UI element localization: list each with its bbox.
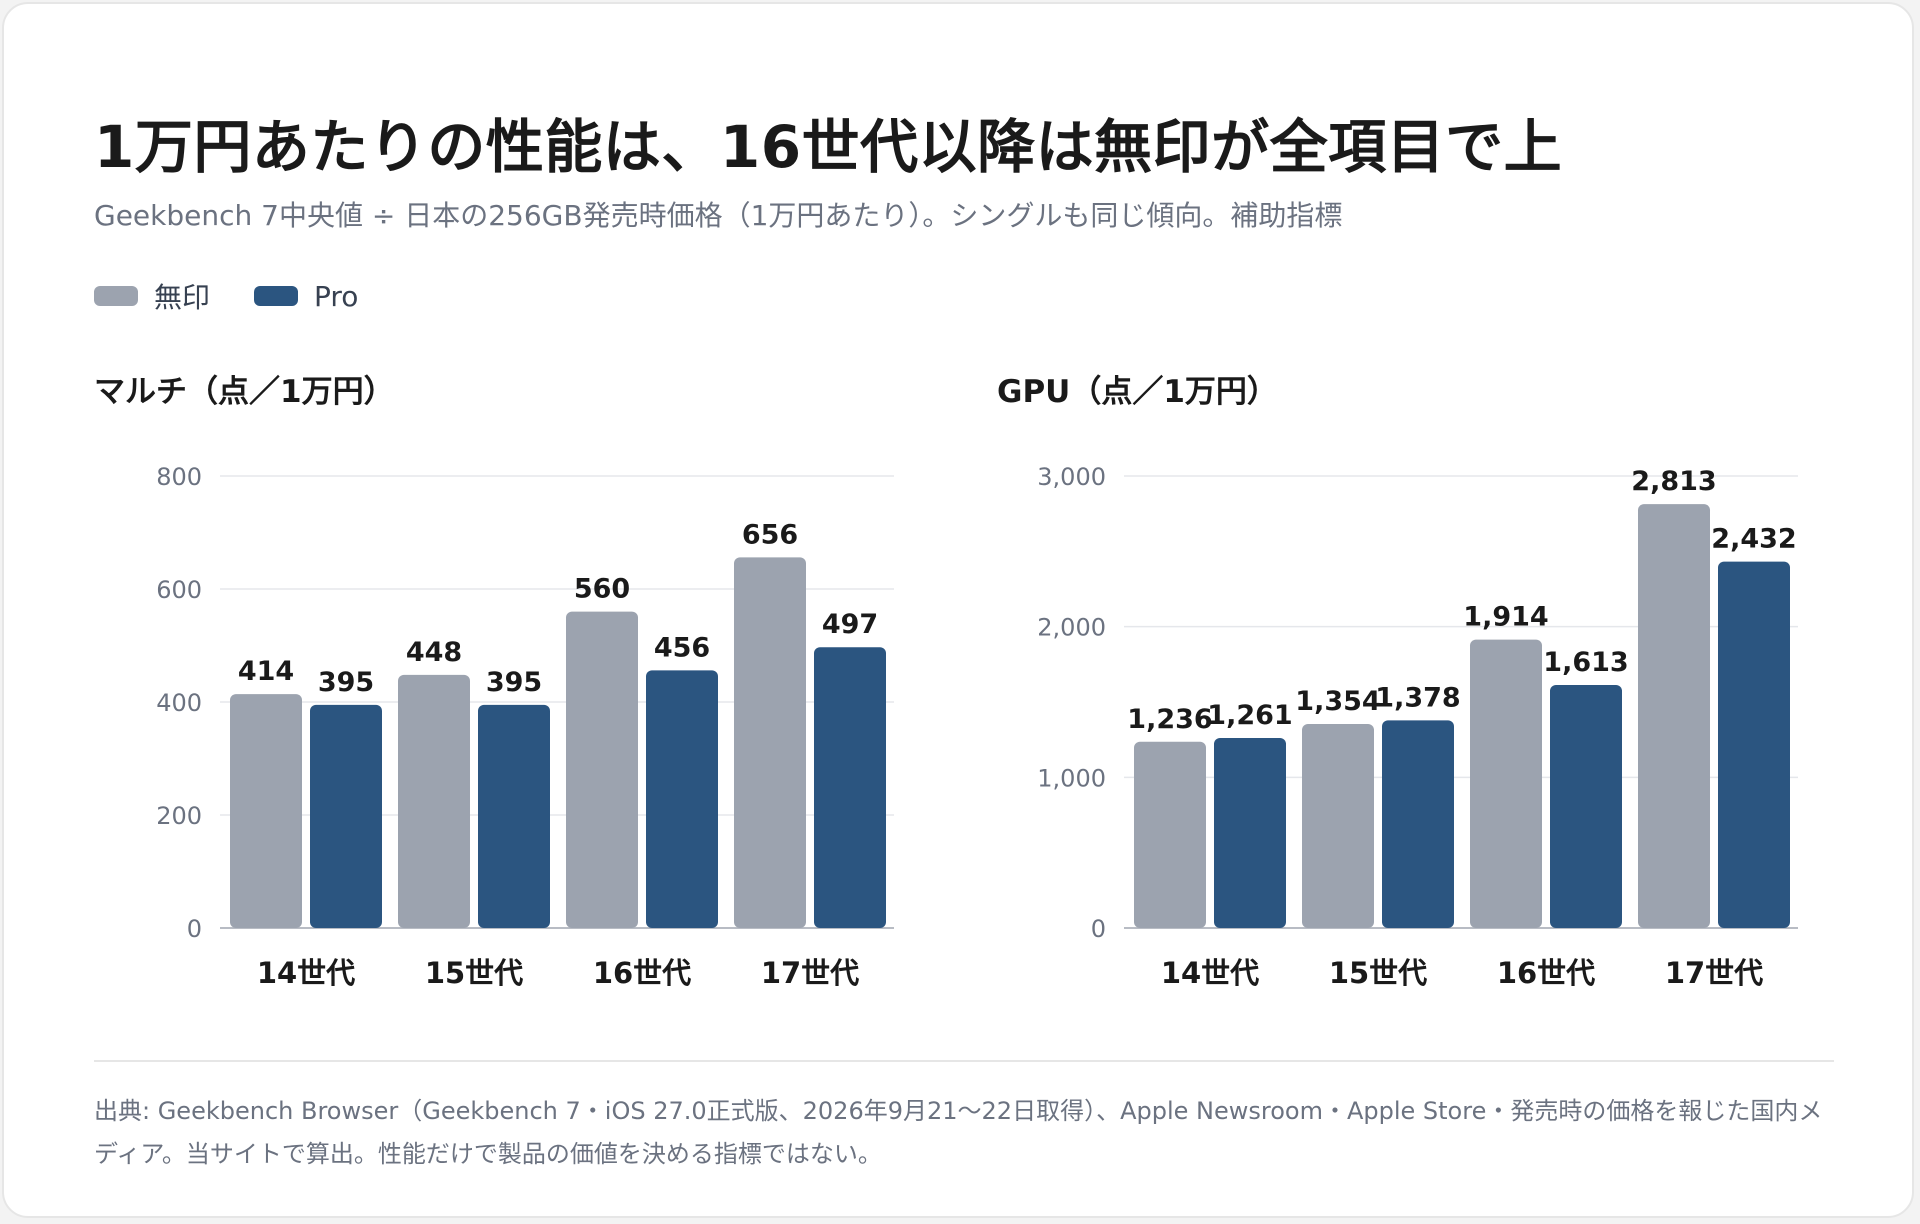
- data-label: 656: [742, 519, 798, 550]
- multi-core-bar-chart: 0 200 400 600 800 414 395 14世代 448 395 15世代 560 456 1…: [156, 463, 894, 990]
- data-label: 395: [486, 667, 542, 698]
- bar-base: [1470, 639, 1542, 928]
- source-note: 出典: Geekbench Browser（Geekbench 7・iOS 27…: [94, 1097, 1823, 1168]
- gpu-chart-title: GPU（点／1万円）: [997, 374, 1278, 410]
- page-subtitle: Geekbench 7中央値 ÷ 日本の256GB発売時価格（1万円あたり）。シ…: [94, 199, 1343, 232]
- y-tick-label: 600: [156, 576, 202, 604]
- y-tick-label: 1,000: [1037, 764, 1106, 792]
- legend: 無印 Pro: [94, 276, 402, 316]
- x-category-label: 16世代: [1497, 956, 1595, 990]
- x-category-label: 17世代: [761, 956, 859, 990]
- data-label: 2,813: [1631, 466, 1716, 497]
- data-label: 414: [238, 656, 294, 687]
- bar-base: [1638, 504, 1710, 928]
- data-label: 456: [654, 632, 710, 663]
- data-label: 1,236: [1127, 704, 1212, 735]
- x-category-label: 16世代: [593, 956, 691, 990]
- x-category-label: 14世代: [257, 956, 355, 990]
- data-label: 1,354: [1295, 686, 1380, 717]
- data-label: 497: [822, 609, 878, 640]
- data-label: 1,261: [1207, 700, 1292, 731]
- data-label: 1,914: [1463, 602, 1548, 633]
- bar-pro: [1550, 684, 1622, 928]
- bar-base: [734, 557, 806, 928]
- bar-pro: [478, 704, 550, 928]
- y-tick-label: 800: [156, 463, 202, 491]
- data-label: 560: [574, 574, 630, 605]
- y-tick-label: 3,000: [1037, 463, 1106, 491]
- bar-base: [398, 674, 470, 928]
- bar-pro: [310, 704, 382, 928]
- bar-base: [1134, 741, 1206, 928]
- y-tick-label: 0: [187, 915, 202, 943]
- legend-swatch-base: [94, 286, 138, 306]
- bar-pro: [814, 647, 886, 928]
- legend-item-pro: Pro: [254, 280, 358, 313]
- legend-swatch-pro: [254, 286, 299, 306]
- bar-base: [230, 694, 302, 928]
- x-category-label: 15世代: [1329, 956, 1427, 990]
- legend-item-base: 無印: [94, 276, 210, 316]
- x-category-label: 15世代: [425, 956, 523, 990]
- bar-base: [566, 611, 638, 928]
- bar-base: [1302, 723, 1374, 928]
- y-tick-label: 2,000: [1037, 614, 1106, 642]
- data-label: 2,432: [1711, 524, 1796, 555]
- page-title: 1万円あたりの性能は、16世代以降は無印が全項目で上: [94, 113, 1563, 181]
- data-label: 1,378: [1375, 682, 1460, 713]
- y-tick-label: 0: [1091, 915, 1106, 943]
- legend-label-pro: Pro: [314, 279, 359, 313]
- x-category-label: 14世代: [1161, 956, 1259, 990]
- bar-pro: [1382, 720, 1454, 928]
- y-tick-label: 400: [156, 689, 202, 717]
- bar-pro: [646, 670, 718, 928]
- y-tick-label: 200: [156, 802, 202, 830]
- data-label: 1,613: [1543, 647, 1628, 678]
- multi-chart-title: マルチ（点／1万円）: [94, 374, 395, 410]
- data-label: 448: [406, 637, 462, 668]
- legend-label-base: 無印: [154, 281, 211, 314]
- x-category-label: 17世代: [1665, 956, 1763, 990]
- bar-pro: [1214, 738, 1286, 928]
- footer-divider: [94, 1060, 1834, 1062]
- bar-pro: [1718, 561, 1790, 928]
- data-label: 395: [318, 667, 374, 698]
